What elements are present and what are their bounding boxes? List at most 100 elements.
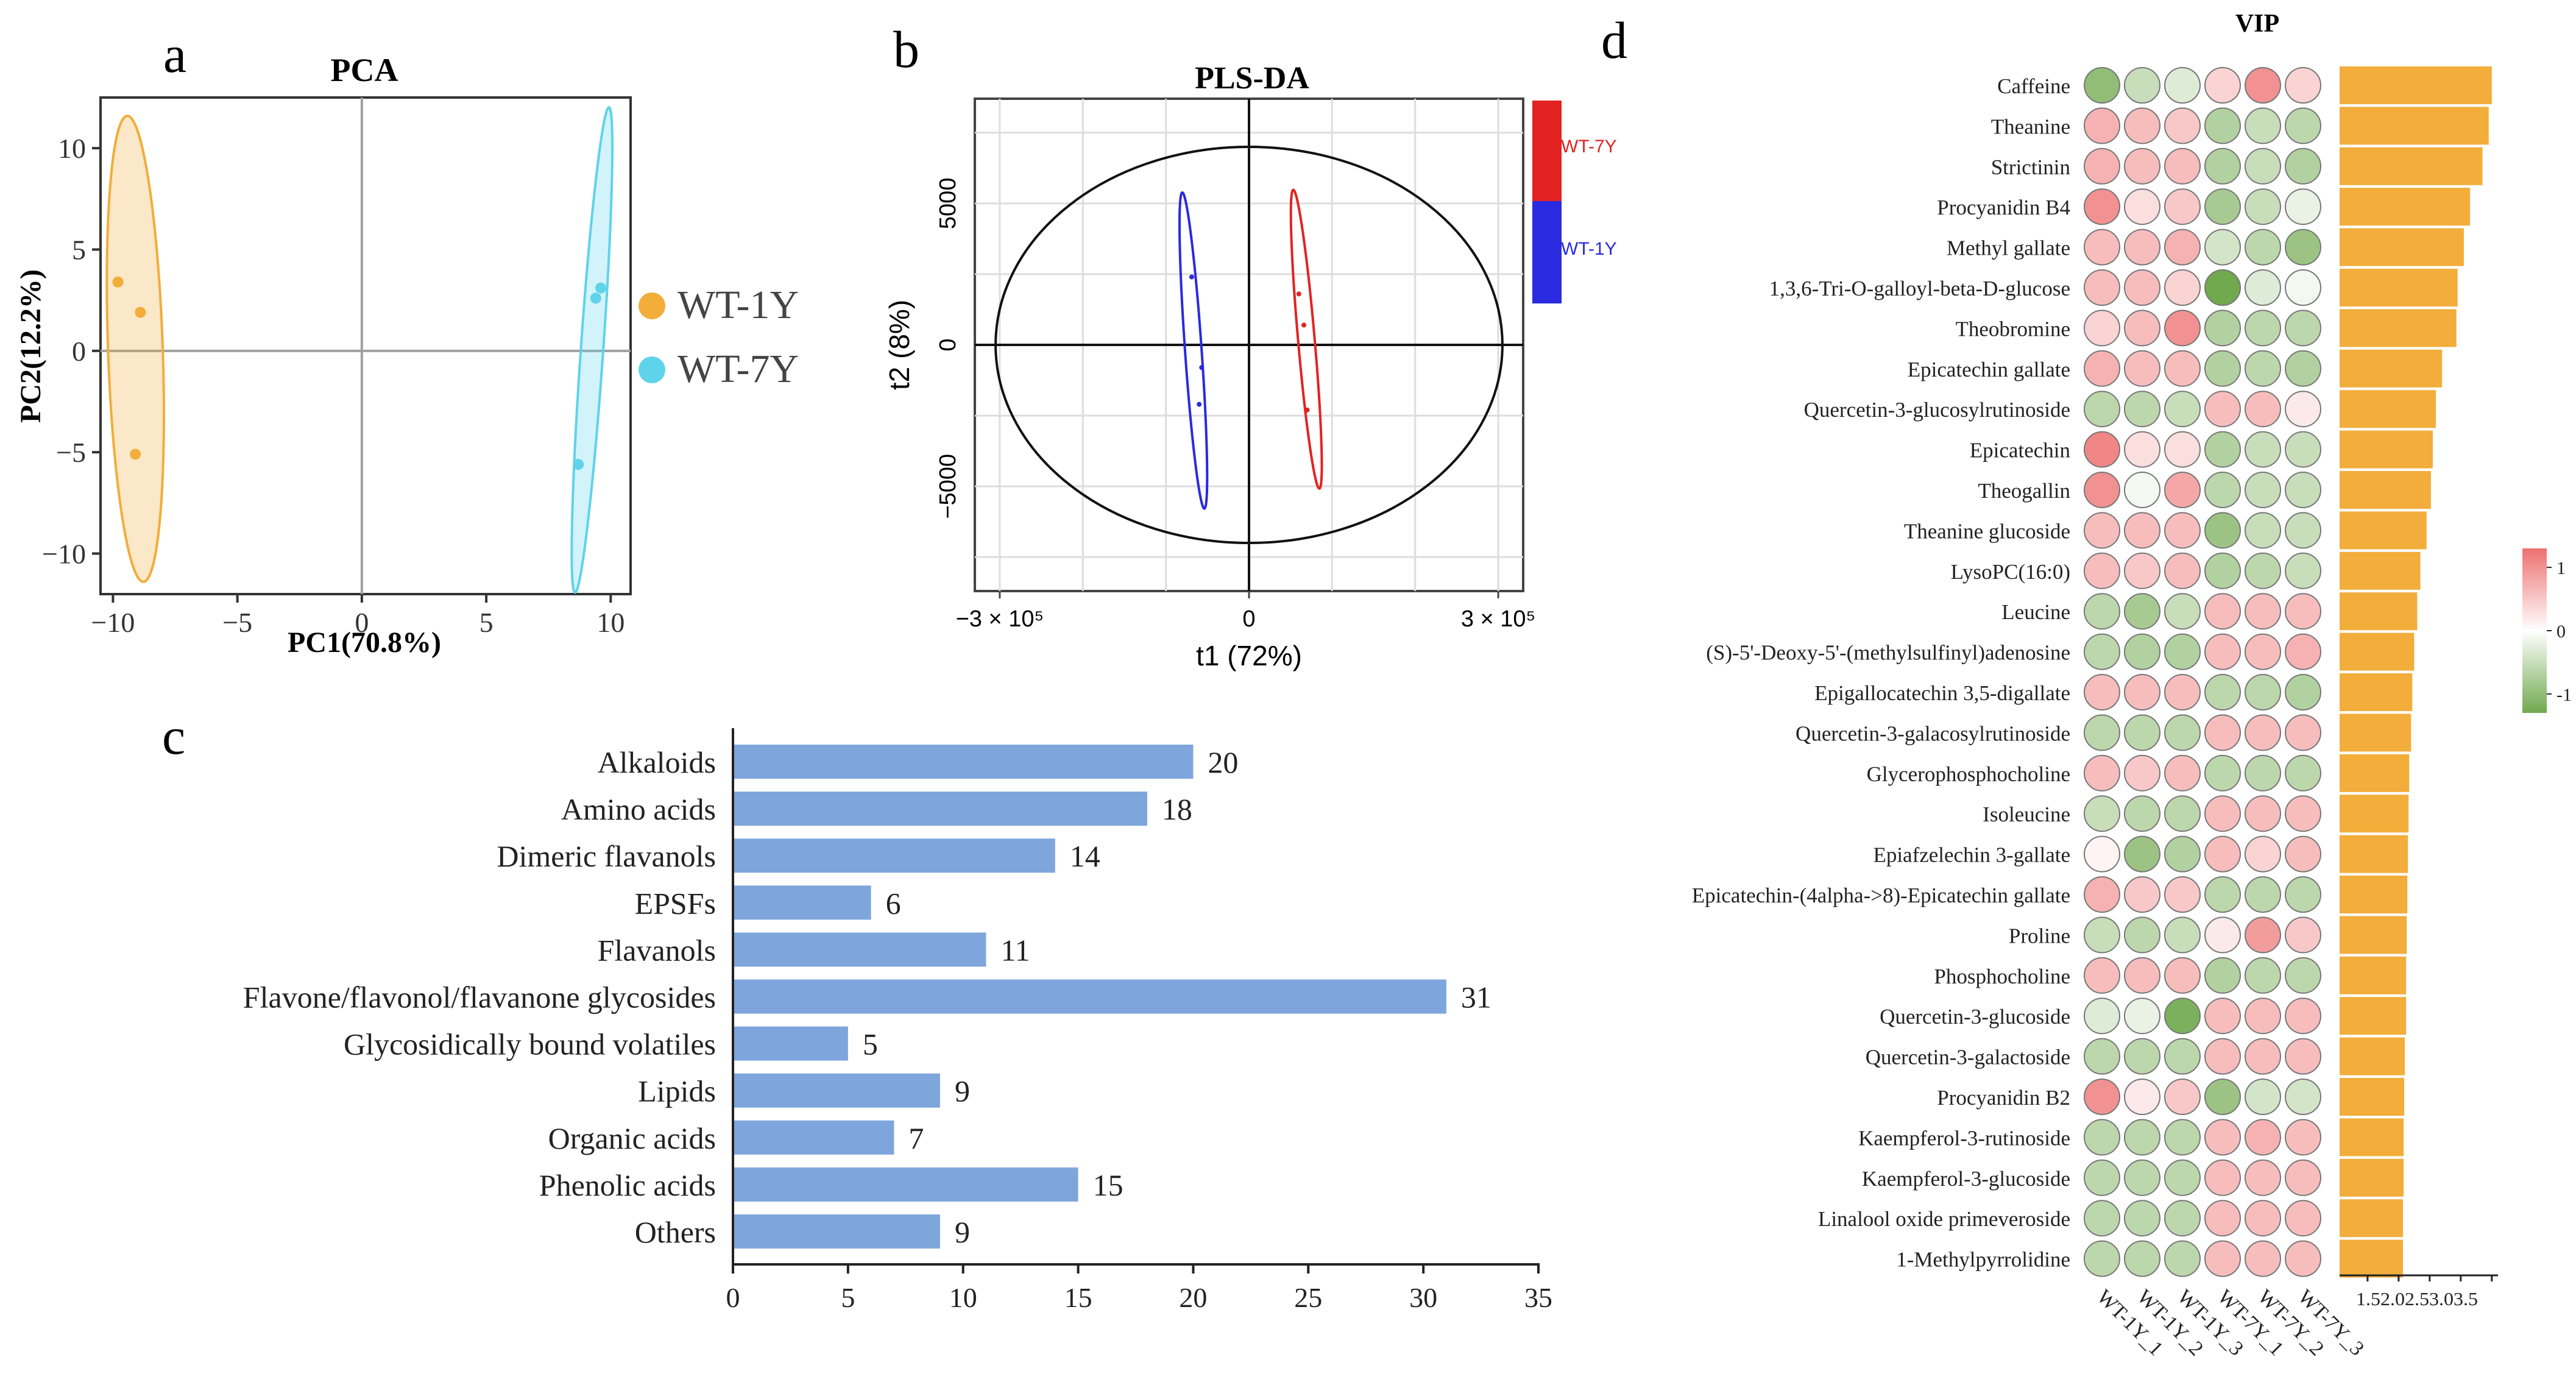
heatmap-cell [2285,916,2321,954]
heatmap-cell [2285,188,2321,225]
bar-x-tick-label: 30 [1409,1282,1437,1313]
heatmap-cell [2084,431,2120,468]
heatmap-cell [2245,1079,2281,1115]
heatmap-cell [2245,512,2281,549]
heatmap-cell [2204,310,2241,347]
heatmap-cell [2164,472,2201,508]
heatmap-cell [2124,229,2160,266]
pca-y-tick-label: −10 [42,538,86,569]
bar-value-label: 15 [1093,1168,1123,1202]
heatmap-cell [2124,1038,2160,1075]
plsda-x-axis-label: t1 (72%) [1196,640,1302,671]
heatmap-cell [2164,876,2201,913]
panel-label-a: a [163,25,186,83]
bar-glycosidically-bound-volatiles [733,1026,848,1061]
vip-bar [2340,471,2431,509]
vip-bar [2340,754,2410,792]
vip-bar [2340,511,2427,550]
plsda-legend-swatch-wt1y [1532,201,1562,303]
heatmap-cell [2204,67,2241,104]
heatmap-cell [2204,269,2241,306]
vip-bars [2340,66,2492,1278]
heatmap-cell [2124,1159,2160,1196]
heatmap-cell [2245,552,2281,589]
heatmap-cell [2084,269,2120,306]
heatmap-cell [2084,310,2120,347]
vip-bar [2340,269,2458,306]
pca-point-wt1y-3 [130,448,141,460]
heatmap-cell [2084,593,2120,630]
plsda-x-tick-label: 3 × 10⁵ [1461,606,1535,632]
vip-bar [2340,1199,2403,1238]
colorbar-tick-label: 1 [2557,558,2566,578]
heatmap-cell [2245,593,2281,630]
heatmap-cell [2204,957,2241,994]
vip-tick-labels: 1.52.02.53.03.5 [2356,1288,2478,1309]
heatmap-cell [2164,1079,2201,1115]
heatmap-row-label: 1,3,6-Tri-O-galloyl-beta-D-glucose [1769,277,2070,300]
vip-bar [2340,1118,2404,1157]
heatmap-row-label: Methyl gallate [1947,236,2070,260]
heatmap-cell [2164,835,2201,873]
heatmap-cell [2084,107,2120,144]
heatmap-cell [2084,67,2120,104]
heatmap-cell [2204,1240,2241,1277]
heatmap-cell [2245,633,2281,670]
heatmap-cell [2124,714,2160,751]
heatmap-cell [2285,1200,2321,1237]
vip-bar [2340,188,2471,226]
bar-flavanols [733,932,986,967]
heatmap-cell [2164,229,2201,266]
heatmap-cell [2204,754,2241,792]
plsda-x-tick-label: 0 [1242,606,1255,632]
heatmap-cell [2285,147,2321,185]
pca-legend: WT-1Y WT-7Y [639,283,799,391]
heatmap-row-label: (S)-5'-Deoxy-5'-(methylsulfinyl)adenosin… [1706,641,2070,665]
heatmap-cell [2084,835,2120,873]
heatmap-row-label: Kaempferol-3-glucoside [1862,1167,2070,1191]
vip-title: VIP [2235,10,2279,38]
plsda-points [1189,274,1310,413]
heatmap-cell [2164,552,2201,589]
heatmap-cell [2164,674,2201,710]
heatmap-cell [2204,391,2241,428]
heatmap-cell [2285,350,2321,387]
heatmap-cell [2084,916,2120,954]
pca-legend-label-wt7y: WT-7Y [678,347,799,391]
heatmap-cell [2245,1200,2281,1237]
heatmap-cell [2204,674,2241,710]
vip-bar [2340,997,2407,1035]
vip-bar [2340,430,2433,469]
vip-bar [2340,916,2407,954]
vip-bar [2340,592,2418,631]
heatmap-row-label: Quercetin-3-galactoside [1866,1046,2070,1069]
vip-bar [2340,876,2408,913]
heatmap-cell [2164,431,2201,468]
bar-category-label: Glycosidically bound volatiles [344,1027,716,1061]
bar-value-label: 5 [863,1027,878,1061]
heatmap-cell [2285,714,2321,751]
vip-bar [2340,107,2489,145]
heatmap-cell [2285,431,2321,468]
heatmap-cell [2164,1119,2201,1156]
heatmap-cell [2204,552,2241,589]
heatmap-cell [2204,1119,2241,1156]
bar-category-label: EPSFs [635,886,716,920]
plsda-x-tick-label: −3 × 10⁵ [956,606,1044,632]
bar-lipids [733,1073,940,1108]
heatmap-cell [2204,147,2241,185]
bar-alkaloids [733,745,1194,779]
bar-amino-acids [733,792,1147,826]
heatmap-row-label: LysoPC(16:0) [1951,560,2070,584]
heatmap-cell [2124,67,2160,104]
heatmap-cell [2204,107,2241,144]
bar-category-label: Alkaloids [598,745,716,779]
heatmap-cell [2124,674,2160,710]
heatmap-column-labels: WT-1Y_1WT-1Y_2WT-1Y_3WT-7Y_1WT-7Y_2WT-7Y… [2092,1285,2368,1360]
bar-x-tick-label: 0 [726,1282,740,1313]
vip-bar [2340,390,2436,428]
pca-y-tick-label: −5 [56,437,86,468]
plsda-legend-swatch-wt7y [1532,101,1562,201]
pca-ellipses [105,105,614,594]
heatmap-cell [2084,957,2120,994]
